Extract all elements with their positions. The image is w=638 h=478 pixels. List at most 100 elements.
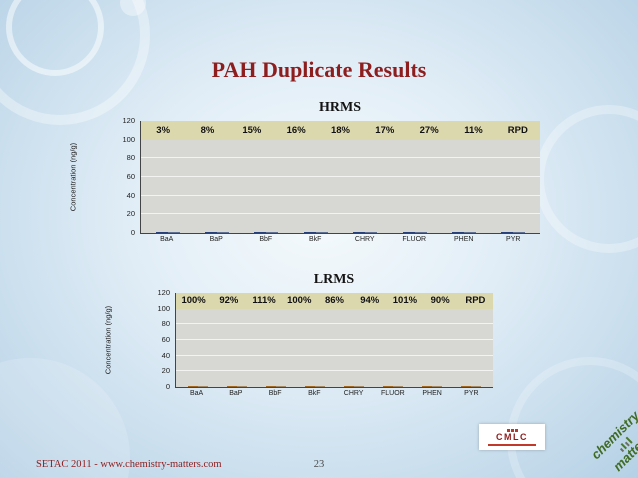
rpd-band: 3% 8% 15% 16% 18% 17% 27% 11% RPD [141, 121, 540, 140]
bar-group [413, 386, 452, 387]
x-axis-label: PYR [464, 390, 479, 397]
x-axis-label: PYR [506, 236, 521, 243]
rpd-band: 100% 92% 111% 100% 86% 94% 101% 90% RPD [176, 293, 493, 309]
bar [315, 232, 328, 233]
hrms-y-axis-label-wrap: Concentration (ng/g) [58, 121, 88, 233]
y-axis-tick: 0 [165, 382, 170, 391]
bar [266, 232, 279, 233]
cmlc-logo-text: CMLC [496, 431, 528, 442]
rpd-label: 100% [181, 295, 206, 307]
bar-group [295, 386, 334, 387]
bars-area [141, 121, 540, 233]
rpd-label: 92% [219, 295, 239, 307]
y-axis-tick: 80 [161, 319, 170, 329]
rpd-label: 3% [156, 124, 171, 136]
lrms-chart-title: LRMS [313, 272, 355, 287]
hrms-plot-wrap: 3% 8% 15% 16% 18% 17% 27% 11% RPD BaA BaP BbF BkF CH… [140, 121, 540, 243]
x-axis-label: CHRY [354, 236, 375, 243]
hrms-chart: HRMS Concentration (ng/g) 0 20 40 60 80 100 12… [58, 100, 540, 243]
hrms-y-axis-ticks: 0 20 40 60 80 100 120 [88, 116, 140, 237]
bar [265, 386, 276, 387]
x-axis-label: BaP [209, 236, 223, 243]
rpd-label: 15% [242, 124, 262, 136]
x-axis-label: BaP [229, 390, 243, 397]
bar-group [242, 232, 291, 233]
y-axis-tick: 80 [126, 153, 135, 163]
hrms-chart-body: Concentration (ng/g) 0 20 40 60 80 100 120 3% 8… [58, 116, 540, 243]
bar [501, 232, 514, 233]
lrms-x-axis-labels: BaA BaP BbF BkF CHRY FLUOR PHEN PYR [175, 388, 493, 397]
bar-group [291, 232, 340, 233]
x-axis-label: PHEN [422, 390, 442, 397]
bar [402, 232, 415, 233]
decorative-circle [120, 0, 146, 16]
gridline [141, 176, 540, 177]
x-axis-label: PHEN [454, 236, 474, 243]
bar [365, 232, 378, 233]
bar-group [192, 232, 241, 233]
y-axis-tick: 20 [161, 366, 170, 376]
lrms-plot-area: 100% 92% 111% 100% 86% 94% 101% 90% RPD [175, 293, 493, 388]
rpd-label: 8% [200, 124, 215, 136]
x-axis-label: FLUOR [381, 390, 405, 397]
bars-area [176, 293, 493, 387]
hrms-y-axis-label: Concentration (ng/g) [68, 142, 78, 212]
bar [236, 386, 247, 387]
gridline [141, 194, 540, 196]
gridline [141, 157, 540, 159]
rpd-title: RPD [507, 124, 528, 136]
cmlc-logo-rule [488, 443, 536, 446]
bar-group [374, 386, 413, 387]
lrms-plot-wrap: 100% 92% 111% 100% 86% 94% 101% 90% RPD BaA BaP Bb… [175, 293, 493, 397]
bar [197, 386, 208, 387]
x-axis-label: BkF [308, 390, 321, 397]
slide-title: PAH Duplicate Results [211, 56, 427, 82]
decorative-circle [535, 105, 638, 253]
bar-group [452, 386, 491, 387]
bar [471, 386, 482, 387]
rpd-label: 100% [287, 295, 312, 307]
rpd-label: 111% [252, 295, 276, 307]
y-axis-tick: 40 [126, 190, 135, 200]
x-axis-label: BaA [190, 390, 204, 397]
gridline [176, 323, 493, 325]
bar [393, 386, 404, 387]
bar [513, 232, 526, 233]
bar [167, 232, 180, 233]
bar [314, 386, 325, 387]
bar [254, 232, 267, 233]
bar-group [178, 386, 217, 387]
y-axis-tick: 120 [122, 116, 135, 125]
bar-group [335, 386, 374, 387]
bar-group [390, 232, 439, 233]
x-axis-label: BbF [268, 390, 282, 397]
y-axis-tick: 60 [161, 335, 170, 344]
bar [422, 386, 433, 387]
rpd-label: 27% [419, 124, 439, 136]
bar-group [217, 386, 256, 387]
bar [353, 232, 366, 233]
bar [275, 386, 286, 387]
rpd-label: 16% [286, 124, 306, 136]
bar [303, 232, 316, 233]
rpd-label: 11% [464, 124, 483, 136]
rpd-label: 86% [324, 295, 344, 307]
lrms-chart: LRMS Concentration (ng/g) 0 20 40 60 80 100 12… [93, 272, 493, 397]
x-axis-label: BbF [259, 236, 273, 243]
gridline [176, 339, 493, 340]
bar [344, 386, 355, 387]
rpd-label: 18% [330, 124, 350, 136]
cmlc-logo: CMLC [479, 424, 545, 450]
bar [205, 232, 218, 233]
footer-credit: SETAC 2011 - www.chemistry-matters.com [36, 459, 222, 470]
bar [304, 386, 315, 387]
y-axis-tick: 100 [122, 134, 135, 144]
lrms-y-axis-ticks: 0 20 40 60 80 100 120 [123, 288, 175, 391]
bar [451, 232, 464, 233]
hrms-plot-area: 3% 8% 15% 16% 18% 17% 27% 11% RPD [140, 121, 540, 234]
rpd-label: 17% [375, 124, 395, 136]
cmlc-logo-icon [506, 428, 518, 432]
hrms-chart-title: HRMS [319, 100, 361, 115]
hrms-x-axis-labels: BaA BaP BbF BkF CHRY FLUOR PHEN PYR [140, 234, 540, 243]
rpd-label: 94% [360, 295, 380, 307]
